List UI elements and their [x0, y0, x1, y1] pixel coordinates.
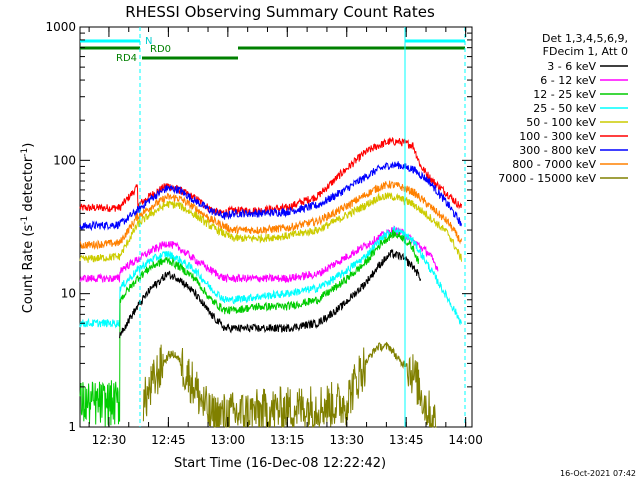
y-axis-label-part2: detector	[21, 156, 36, 216]
x-tick-label: 12:30	[92, 433, 127, 447]
x-axis-label: Start Time (16-Dec-08 12:22:42)	[174, 456, 386, 471]
legend-entry-label: 800 - 7000 keV	[512, 158, 596, 171]
x-tick-label: 13:45	[389, 433, 424, 447]
legend-entry-label: 12 - 25 keV	[533, 88, 596, 101]
y-tick-label: 1	[68, 420, 76, 434]
legend: Det 1,3,4,5,6,9, FDecim 1, Att 0 3 - 6 k…	[498, 32, 628, 185]
legend-entry-label: 50 - 100 keV	[526, 116, 596, 129]
x-tick-label: 13:00	[211, 433, 246, 447]
y-tick-label: 10	[61, 287, 76, 301]
legend-entry-label: 300 - 800 keV	[519, 144, 596, 157]
series-line-6	[79, 229, 420, 427]
x-tick-label: 13:15	[270, 433, 305, 447]
series-line-1	[79, 161, 462, 232]
legend-header-line1: Det 1,3,4,5,6,9,	[542, 32, 628, 45]
series-line-3	[79, 192, 462, 263]
series-line-5	[79, 225, 462, 329]
night-flag-label: N	[145, 36, 152, 47]
legend-entry-label: 7000 - 15000 keV	[498, 172, 596, 185]
footer-timestamp: 16-Oct-2021 07:42	[560, 469, 636, 478]
series-line-7	[119, 248, 422, 339]
rd0-flag-label: RD0	[150, 44, 171, 55]
series-line-8	[142, 341, 437, 429]
x-tick-label: 13:30	[329, 433, 364, 447]
rd4-flag-label: RD4	[116, 53, 137, 64]
legend-entry-label: 100 - 300 keV	[519, 130, 596, 143]
series-layer	[79, 136, 462, 429]
y-axis-label-part3: )	[21, 143, 36, 148]
y-axis-label-part1: Count Rate (s	[21, 225, 36, 314]
legend-entry-label: 25 - 50 keV	[533, 102, 596, 115]
series-line-2	[79, 180, 462, 251]
y-axis-label-sup1: -1	[20, 216, 30, 225]
y-axis-label-sup2: -1	[20, 148, 30, 157]
chart-title: RHESSI Observing Summary Count Rates	[125, 3, 435, 21]
y-tick-label: 100	[53, 153, 76, 167]
legend-header-line2: FDecim 1, Att 0	[543, 45, 628, 58]
ticks-layer: 1 10 100 1000 12:30 12:45 13:00 13:15 13:30 13:45…	[45, 20, 483, 447]
legend-entry-label: 6 - 12 keV	[540, 74, 596, 87]
x-tick-label: 12:45	[151, 433, 186, 447]
x-tick-label: 14:00	[448, 433, 483, 447]
y-tick-label: 1000	[45, 20, 76, 34]
y-axis-label: Count Rate (s-1 detector-1)	[20, 143, 36, 314]
legend-entry-label: 3 - 6 keV	[547, 60, 596, 73]
